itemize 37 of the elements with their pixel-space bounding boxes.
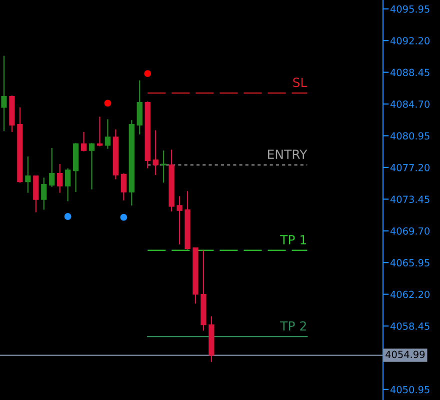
y-tick-label: 4073.45 [390, 196, 430, 203]
y-tick-label: 4080.95 [390, 132, 430, 140]
candlestick [160, 150, 166, 184]
point [120, 214, 128, 221]
y-tick-label: 4084.70 [390, 100, 430, 108]
series-label: TP 2 [280, 321, 306, 331]
point [144, 70, 152, 78]
candlestick [152, 130, 158, 176]
candlestick [120, 172, 126, 201]
point [104, 100, 112, 107]
candlestick [176, 196, 182, 245]
candlestick [65, 168, 71, 202]
candlestick [104, 118, 111, 150]
candlestick [80, 131, 87, 152]
y-tick-label: 4069.70 [390, 227, 430, 235]
candlestick [136, 80, 142, 136]
candlestick [1, 55, 7, 132]
y-tick-label: 4065.95 [390, 259, 430, 266]
candlestick [41, 177, 47, 210]
y-tick-label: 4077.20 [390, 164, 430, 172]
candlestick [57, 164, 63, 194]
candlestick [33, 175, 39, 213]
ref-line-label: 4054.99 [386, 350, 425, 358]
series-label: TP 1 [280, 235, 306, 244]
candlestick [25, 156, 31, 194]
y-tick-label: 4095.95 [390, 5, 430, 13]
point [64, 213, 72, 220]
candlestick [96, 116, 103, 147]
series-label: SL [293, 78, 308, 88]
y-tick-label: 4050.95 [390, 386, 430, 394]
y-tick-label: 4088.45 [390, 68, 430, 76]
series-label: ENTRY [268, 150, 308, 159]
y-tick-label: 4092.20 [390, 37, 430, 44]
y-tick-label: 4062.20 [390, 290, 430, 298]
y-tick-label: 4058.45 [390, 322, 430, 330]
candlestick [49, 147, 55, 188]
candlestick [88, 142, 95, 190]
